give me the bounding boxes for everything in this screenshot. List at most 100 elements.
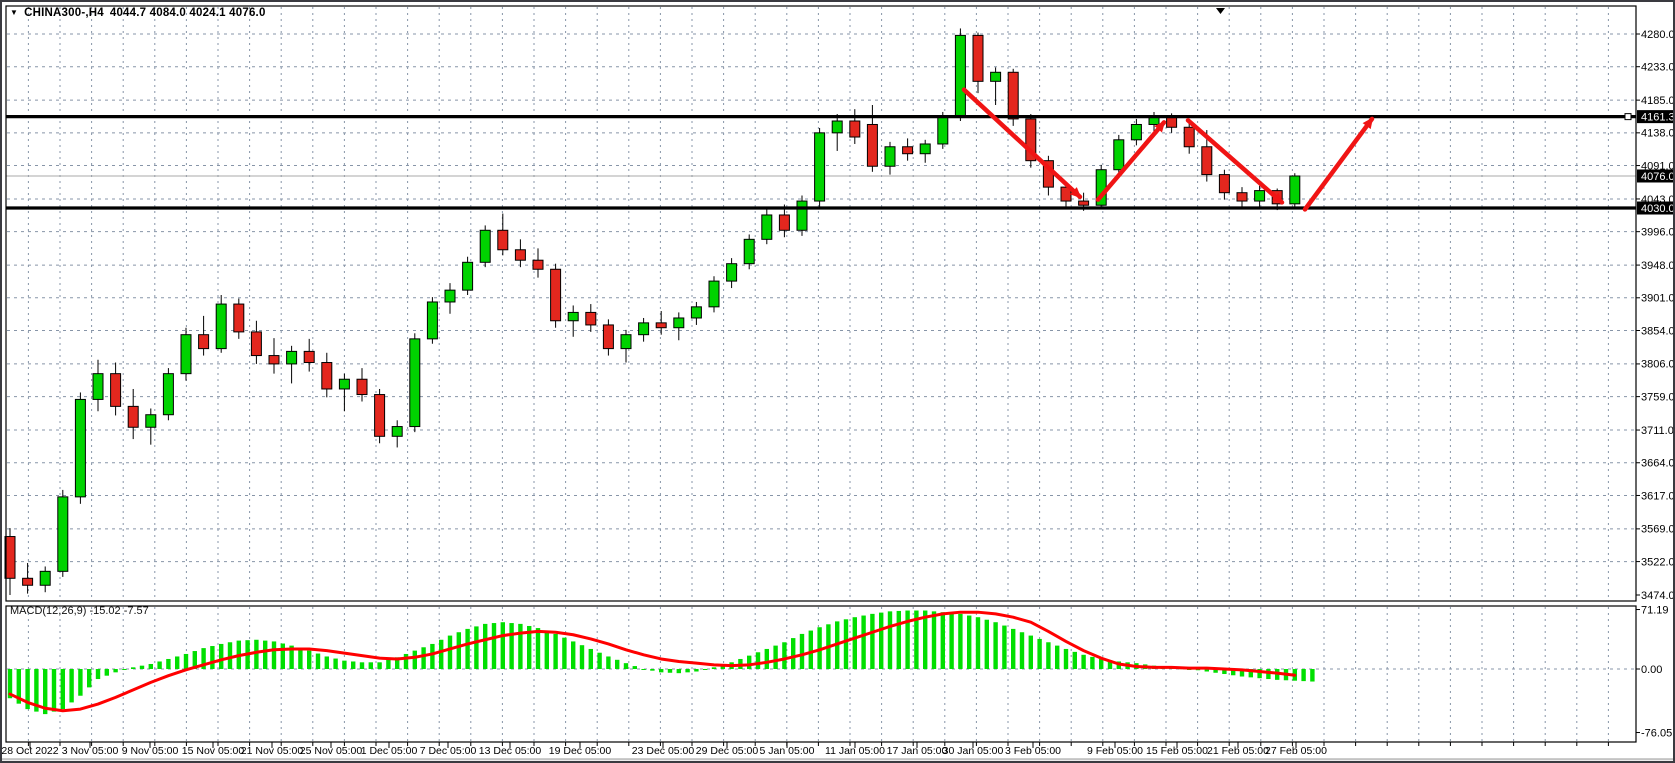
macd-axis[interactable]: 71.19 0.00 -76.05 <box>1636 604 1672 739</box>
candle-bullish <box>426 301 438 340</box>
trend-arrow-up[interactable] <box>1302 116 1375 212</box>
macd-histogram-bar <box>465 628 470 669</box>
macd-tick-label: -76.05 <box>1641 727 1672 739</box>
candle-bullish <box>1130 123 1142 141</box>
price-badge-label: 4161.3 <box>1641 111 1675 123</box>
macd-histogram-bar <box>993 622 998 669</box>
macd-indicator-label: MACD(12,26,9) -15.02 -7.57 <box>10 605 149 617</box>
candle-bearish <box>778 214 790 231</box>
candle-bullish <box>990 71 1002 82</box>
trend-arrows[interactable] <box>961 87 1375 212</box>
macd-histogram-bar <box>148 663 153 669</box>
chart-ohlc-values: 4044.7 4084.0 4024.1 4076.0 <box>109 7 266 19</box>
candle-bearish <box>4 536 16 579</box>
price-axis[interactable]: 4280.04233.04185.04138.04091.04043.03996… <box>1636 29 1675 602</box>
price-badge <box>1637 201 1673 215</box>
candle-bullish <box>673 317 685 329</box>
macd-histogram-bar <box>879 612 884 669</box>
macd-histogram-bar <box>579 645 585 669</box>
candle-bullish <box>444 289 456 303</box>
candle-bullish <box>761 214 773 240</box>
macd-histogram-bar <box>685 669 690 673</box>
candle-bearish <box>532 259 544 270</box>
candle-bullish <box>743 238 755 265</box>
candle-bullish <box>884 146 896 167</box>
time-tick-label: 21 Feb 05:00 <box>1207 745 1269 757</box>
candle-bullish <box>638 322 650 336</box>
time-axis[interactable]: 28 Oct 2022 3 Nov 05:00 9 Nov 05:00 15 Nov … <box>2 742 1609 757</box>
macd-histogram-bar <box>1301 669 1306 682</box>
macd-histogram-bar <box>509 623 514 669</box>
candle-bullish <box>215 303 227 350</box>
macd-histogram-bar <box>659 669 664 673</box>
macd-histogram-bar <box>782 642 787 669</box>
macd-histogram-bar <box>817 627 822 669</box>
price-badge-label: 4076.0 <box>1641 171 1675 183</box>
candle-bullish <box>338 378 350 390</box>
candle-bullish <box>286 350 298 365</box>
candle-bearish <box>22 577 34 586</box>
macd-histogram-bar <box>192 651 197 669</box>
macd-histogram-bar <box>289 645 294 669</box>
macd-histogram-bar <box>1248 669 1253 678</box>
candle-bullish <box>1148 117 1160 125</box>
chart-dropdown-icon[interactable]: ▼ <box>10 8 19 17</box>
candle-bullish <box>708 280 720 308</box>
macd-histogram-bar <box>1011 628 1016 669</box>
footer-strip <box>2 759 1673 761</box>
macd-histogram-bar <box>474 626 479 669</box>
macd-histogram-bar <box>1099 658 1104 669</box>
macd-pane-border <box>5 605 1637 743</box>
macd-histogram-bar <box>694 669 699 672</box>
macd-histogram-bar <box>667 669 673 673</box>
macd-histogram-bar <box>676 669 681 674</box>
candlesticks[interactable] <box>4 28 1301 595</box>
macd-histogram-bar <box>166 658 171 669</box>
macd-histogram-bar <box>1204 669 1209 672</box>
price-tick-label: 3474.0 <box>1641 590 1675 602</box>
macd-histogram-bar <box>975 617 981 669</box>
candle-bearish <box>497 229 509 251</box>
time-tick-label: 9 Nov 05:00 <box>122 745 179 757</box>
macd-histogram-bar <box>104 669 109 676</box>
trend-arrow-down[interactable] <box>1185 118 1285 205</box>
macd-histogram-bar <box>562 637 567 669</box>
macd-histogram-bar <box>78 669 83 696</box>
price-tick-label: 4280.0 <box>1641 29 1675 41</box>
candle-bullish <box>937 115 949 145</box>
price-tick-label: 3522.0 <box>1641 556 1675 568</box>
macd-histogram-bar <box>1002 625 1007 669</box>
time-tick-label: 21 Nov 05:00 <box>241 745 304 757</box>
macd-histogram-bar <box>439 639 444 669</box>
macd-histogram-bar <box>1081 654 1086 669</box>
macd-histogram-bar <box>87 669 92 688</box>
macd-histogram-bar <box>958 613 963 669</box>
candle-bullish <box>1254 190 1266 202</box>
macd-histogram-bar <box>571 641 576 669</box>
trend-arrow-down[interactable] <box>961 87 1083 200</box>
macd-histogram-bar <box>210 646 215 669</box>
candle-bearish <box>250 331 262 357</box>
macd-histogram-bar <box>113 669 118 673</box>
macd-histogram-bar <box>1037 638 1042 669</box>
line-handle-square[interactable] <box>1624 113 1632 121</box>
macd-histogram-bar <box>175 656 180 669</box>
macd-histogram-bar <box>967 615 972 669</box>
candle-bearish <box>1007 71 1019 120</box>
chart-shift-marker-icon[interactable] <box>1216 8 1225 14</box>
macd-histogram-bar <box>799 633 805 669</box>
macd-histogram-bar <box>544 630 549 669</box>
macd-histogram-bar <box>342 660 347 669</box>
trend-arrow-up[interactable] <box>1095 120 1167 202</box>
macd-histogram-bar <box>914 610 919 669</box>
macd-histogram-bar <box>1222 669 1227 675</box>
time-tick-label: 13 Dec 05:00 <box>479 745 542 757</box>
candle-bearish <box>849 120 861 138</box>
candle-bullish <box>479 229 491 263</box>
macd-histogram-bar <box>1055 645 1060 669</box>
macd-histogram-bar <box>386 659 391 669</box>
time-tick-label: 1 Dec 05:00 <box>361 745 418 757</box>
macd-histogram-bar <box>632 666 637 669</box>
